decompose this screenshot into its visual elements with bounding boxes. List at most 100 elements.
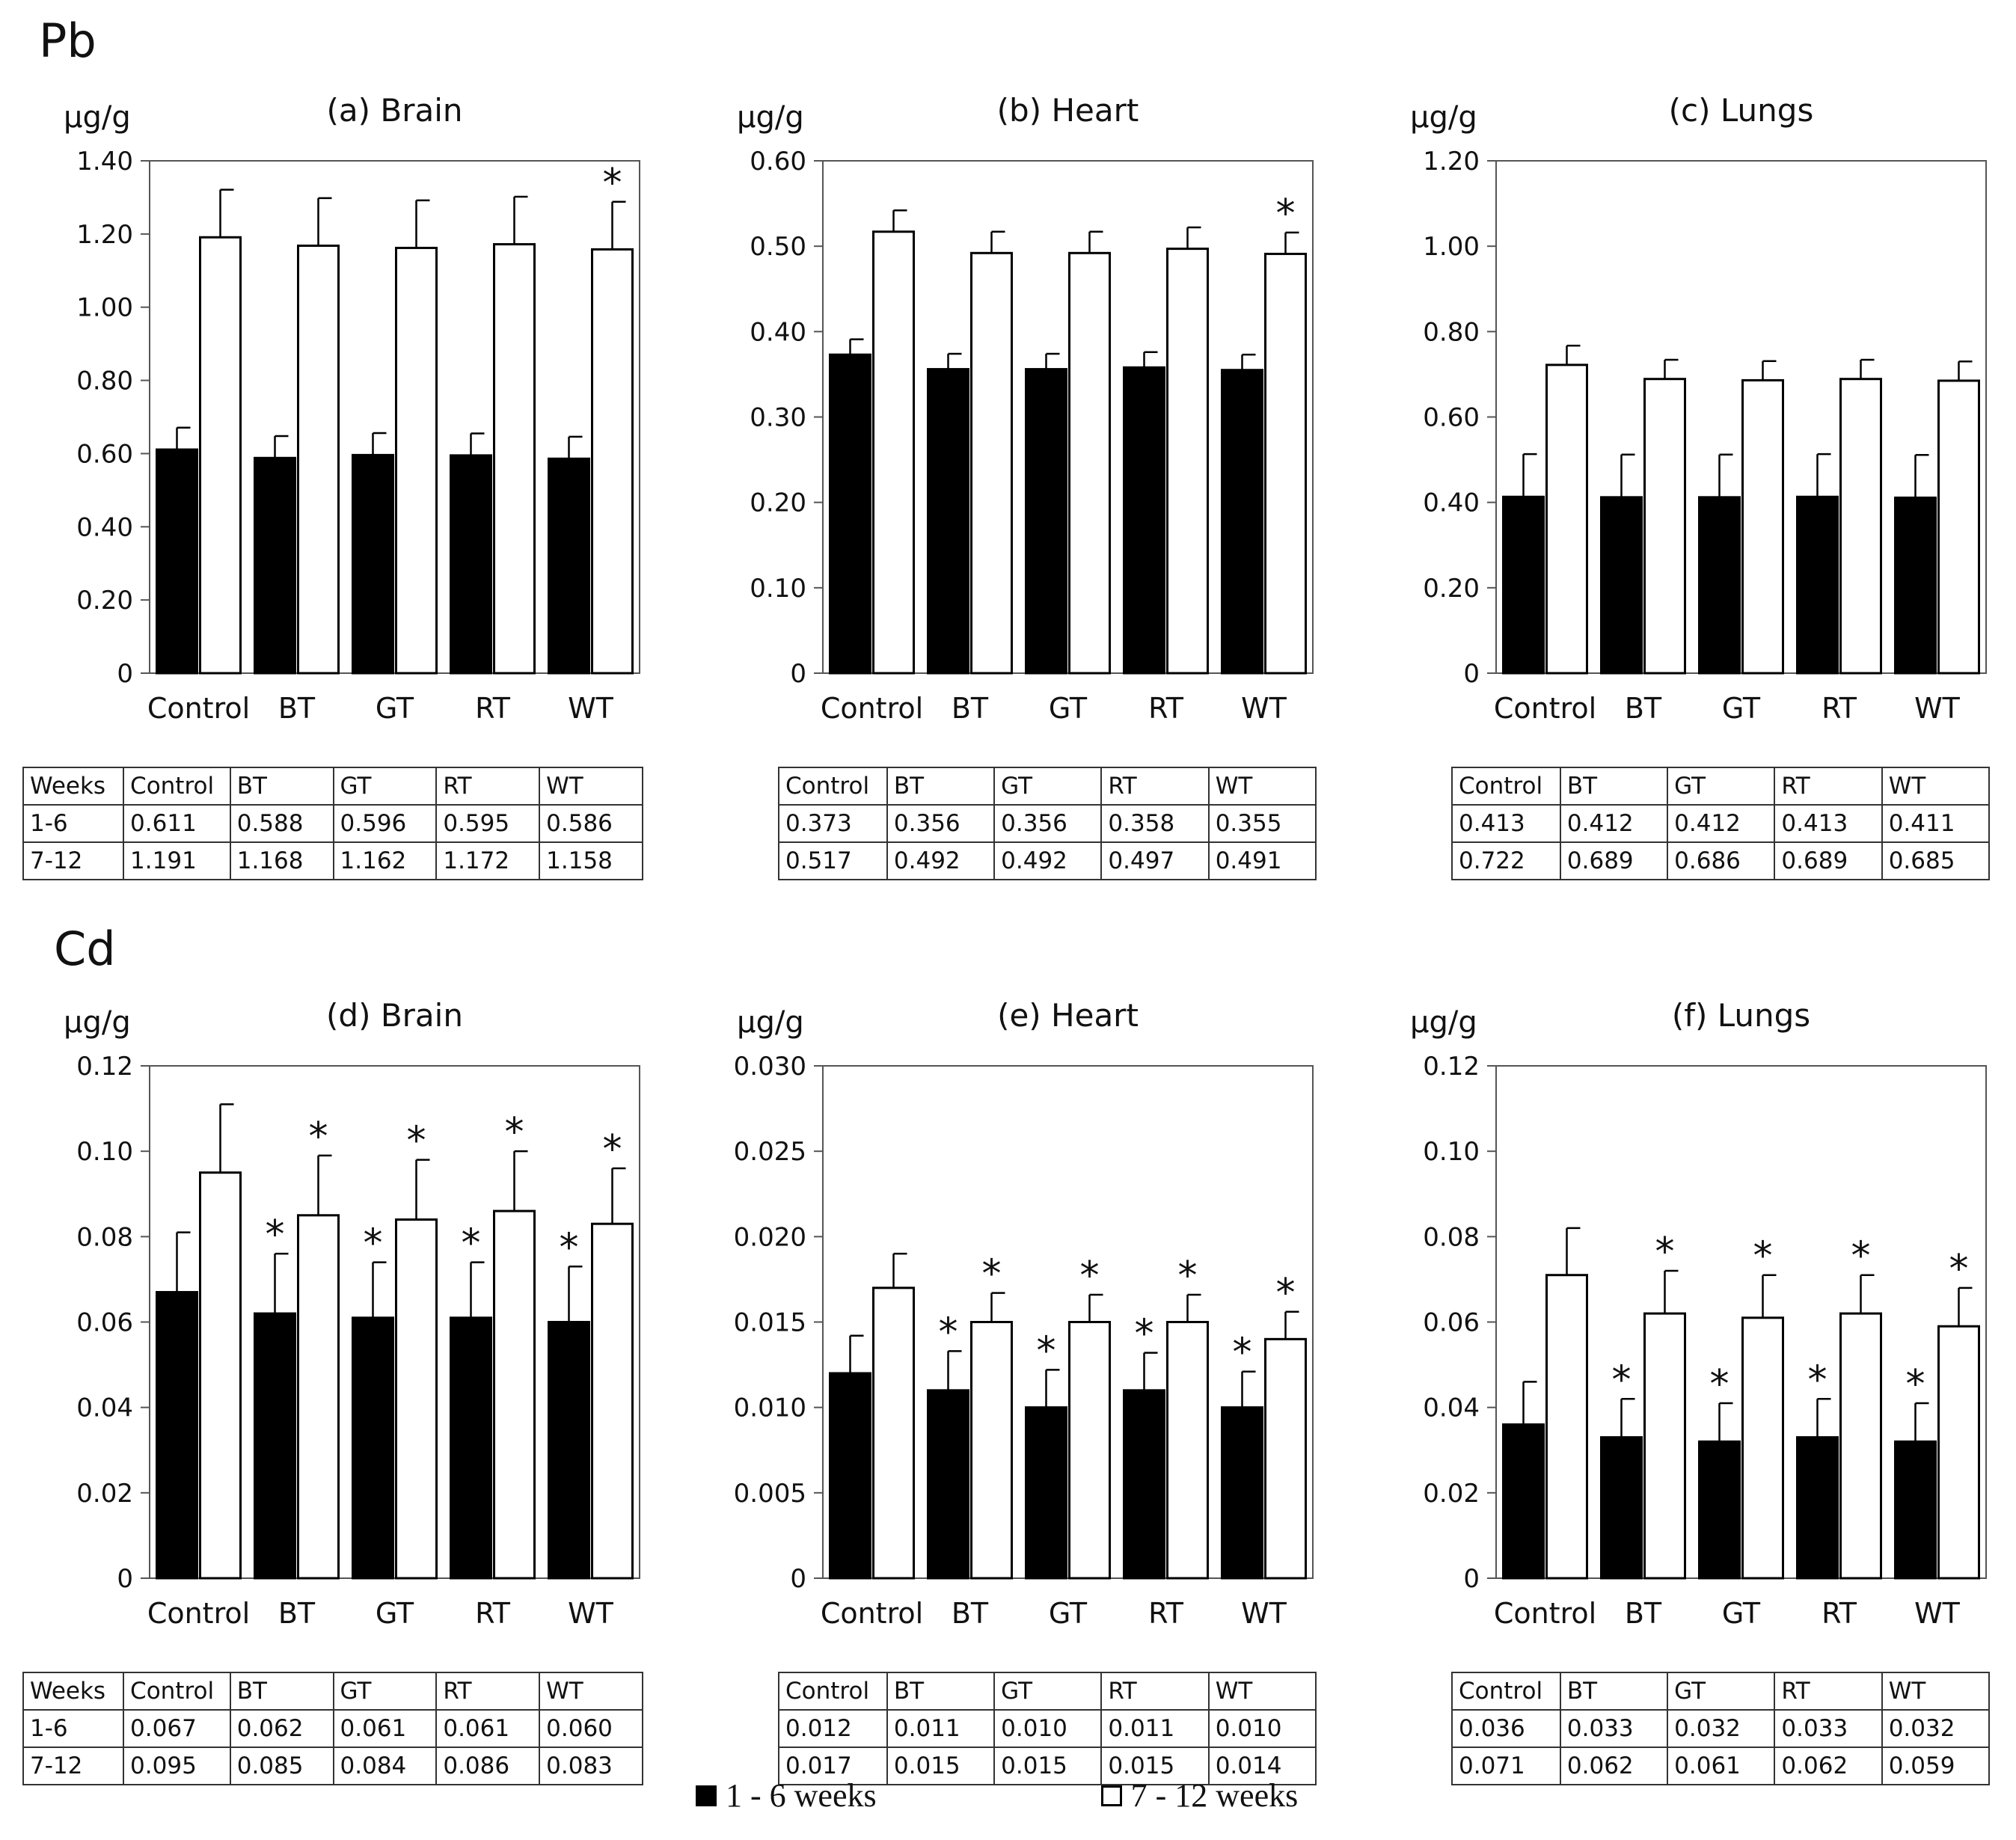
significance-star: *: [1276, 191, 1296, 236]
significance-star: *: [1612, 1358, 1632, 1402]
y-tick-label: 0.60: [1423, 403, 1480, 433]
table-header-row: Control BT GT RT WT: [1451, 1672, 1991, 1711]
significance-star: *: [1906, 1362, 1925, 1407]
table-cell: 0.412: [1667, 804, 1776, 843]
table-cell: 0.011: [1100, 1709, 1210, 1748]
table-cell: 0.596: [332, 804, 438, 843]
table-row: 0.373 0.356 0.356 0.358 0.355: [778, 804, 1317, 843]
table-cell: 0.071: [1451, 1747, 1561, 1785]
y-tick-label: 0.010: [734, 1393, 806, 1423]
x-tick-label: BT: [278, 1597, 316, 1630]
bar: [493, 243, 536, 675]
significance-star: *: [603, 161, 622, 206]
chart-a: 0 0.20 0.40 0.60 0.80 1.00 1.20 1.40 µg/g (a) Bra…: [64, 92, 640, 725]
significance-star: *: [939, 1310, 958, 1355]
bar: [1068, 1321, 1111, 1580]
x-tick-label: RT: [1822, 692, 1857, 725]
x-tick-label: RT: [1822, 1597, 1857, 1630]
table-cell: 0.373: [778, 804, 888, 843]
legend-item-1-6-weeks: 1 - 6 weeks: [696, 1776, 877, 1815]
y-unit-label: µg/g: [737, 1005, 804, 1040]
bar: [1894, 1440, 1937, 1580]
bar: [1025, 1406, 1067, 1580]
x-tick-label: Control: [1494, 692, 1596, 725]
bar: [1545, 1274, 1588, 1580]
table-cell: Control: [778, 767, 888, 806]
bar: [1166, 1321, 1209, 1580]
bar: [927, 1389, 969, 1580]
y-tick-label: 0.06: [76, 1308, 133, 1338]
table-row: 0.071 0.062 0.061 0.062 0.059: [1451, 1747, 1991, 1785]
table-cell: 0.356: [993, 804, 1103, 843]
table-cell: 1.162: [332, 841, 438, 880]
bar: [1545, 364, 1588, 675]
y-unit-label: µg/g: [64, 1005, 131, 1040]
table-row: 1-6 0.067 0.062 0.061 0.061 0.060: [22, 1709, 643, 1748]
bar: [872, 1287, 915, 1580]
y-tick-label: 0.020: [734, 1222, 806, 1252]
y-unit-label: µg/g: [64, 100, 131, 135]
table-cell: RT: [1774, 1672, 1883, 1711]
y-tick-label: 0.60: [76, 439, 133, 469]
bar: [1839, 378, 1882, 675]
panel-title: (a) Brain: [327, 92, 463, 129]
y-tick-label: 0.20: [750, 488, 806, 518]
significance-star: *: [1080, 1254, 1100, 1298]
y-tick-label: 0.015: [734, 1308, 806, 1338]
table-cell: Control: [1451, 767, 1561, 806]
legend-swatch-black: [696, 1785, 717, 1806]
table-cell: 7-12: [22, 841, 125, 880]
table-cell: 0.014: [1207, 1747, 1317, 1785]
y-tick-label: 1.00: [1423, 232, 1480, 262]
table-cell: 0.015: [886, 1747, 996, 1785]
significance-star: *: [1851, 1234, 1871, 1279]
y-unit-label: µg/g: [1410, 1005, 1477, 1040]
bar: [548, 457, 590, 675]
x-tick-label: BT: [1625, 1597, 1662, 1630]
values-table: Control BT GT RT WT 0.373 0.356 0.356 0.358 0.355…: [778, 767, 1317, 880]
bar: [1600, 1436, 1643, 1580]
table-cell: GT: [993, 767, 1103, 806]
x-tick-label: GT: [1722, 1597, 1761, 1630]
x-tick-label: GT: [376, 692, 414, 725]
bar: [1643, 378, 1686, 675]
bar: [1937, 1325, 1980, 1580]
table-cell: RT: [1100, 767, 1210, 806]
table-cell: 0.689: [1774, 841, 1883, 880]
x-tick-label: RT: [1148, 1597, 1184, 1630]
bar: [352, 1316, 394, 1580]
table-cell: 0.012: [778, 1709, 888, 1748]
table-cell: 0.010: [1207, 1709, 1317, 1748]
table-cell: BT: [229, 767, 334, 806]
table-cell: 1.158: [539, 841, 643, 880]
bar: [970, 1321, 1013, 1580]
legend: 1 - 6 weeks 7 - 12 weeks: [696, 1776, 1298, 1815]
table-header-row: Control BT GT RT WT: [778, 1672, 1317, 1711]
table-cell: RT: [1774, 767, 1883, 806]
y-tick-label: 0.10: [1423, 1137, 1480, 1167]
significance-star: *: [1655, 1230, 1675, 1275]
table-cell: 1.191: [123, 841, 231, 880]
y-tick-label: 0.40: [750, 317, 806, 347]
x-tick-label: WT: [1241, 692, 1287, 725]
x-tick-label: Control: [1494, 1597, 1596, 1630]
y-tick-label: 0.40: [1423, 488, 1480, 518]
table-cell: 0.085: [229, 1747, 334, 1785]
bar: [254, 1312, 296, 1580]
values-table: Weeks Control BT GT RT WT 1-6 0.611 0.588 0.596 0.…: [22, 767, 643, 880]
bar: [591, 1222, 634, 1580]
y-tick-label: 0.12: [76, 1052, 133, 1082]
table-cell: GT: [1667, 1672, 1776, 1711]
table-cell: BT: [886, 767, 996, 806]
x-tick-label: GT: [1722, 692, 1761, 725]
table-cell: RT: [435, 1672, 541, 1711]
table-cell: 0.015: [993, 1747, 1103, 1785]
table-cell: WT: [1207, 767, 1317, 806]
table-cell: 0.411: [1881, 804, 1991, 843]
table-cell: 7-12: [22, 1747, 125, 1785]
bar: [297, 1214, 340, 1580]
bar: [1221, 369, 1263, 675]
bar: [1937, 379, 1980, 675]
table-cell: 0.686: [1667, 841, 1776, 880]
table-cell: GT: [993, 1672, 1103, 1711]
